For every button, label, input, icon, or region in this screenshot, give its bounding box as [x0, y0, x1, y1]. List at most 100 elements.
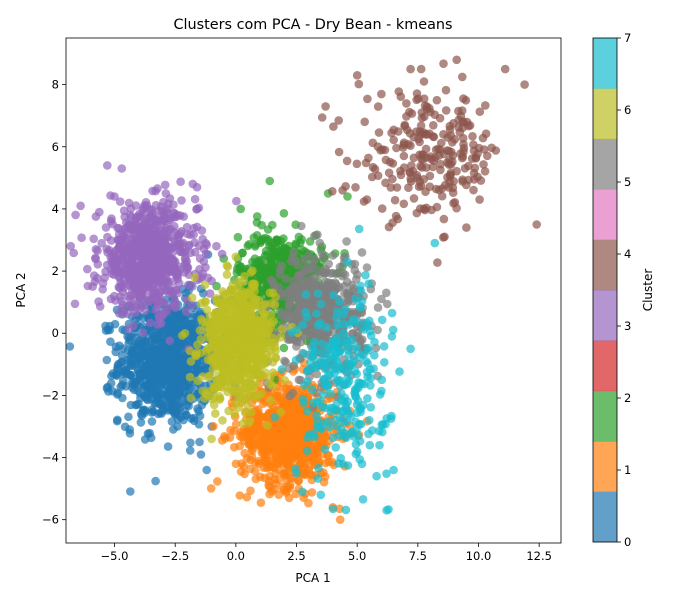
scatter-point: [409, 153, 419, 163]
scatter-point: [132, 218, 141, 228]
scatter-point: [163, 442, 173, 451]
scatter-point: [211, 409, 220, 418]
scatter-point: [261, 436, 271, 446]
scatter-point: [346, 360, 356, 370]
scatter-point: [417, 150, 427, 159]
scatter-point: [158, 339, 167, 349]
scatter-point: [224, 406, 233, 416]
y-tick-label: −6: [42, 513, 59, 527]
scatter-point: [207, 434, 216, 444]
scatter-point: [293, 446, 303, 455]
scatter-point: [315, 238, 325, 248]
scatter-point: [392, 183, 402, 192]
scatter-point: [207, 394, 217, 404]
scatter-point: [329, 122, 338, 131]
scatter-point: [332, 405, 341, 415]
scatter-point: [137, 343, 147, 353]
scatter-point: [252, 218, 262, 227]
scatter-point: [406, 141, 415, 150]
scatter-point: [274, 282, 284, 292]
scatter-point: [351, 183, 360, 192]
scatter-point: [209, 386, 218, 396]
scatter-point: [352, 159, 362, 169]
scatter-point: [265, 176, 275, 186]
scatter-point: [117, 351, 127, 360]
scatter-point: [189, 223, 199, 233]
scatter-point: [261, 368, 270, 377]
scatter-point: [287, 328, 297, 337]
scatter-point: [140, 218, 150, 227]
scatter-point: [148, 293, 158, 303]
scatter-point: [475, 107, 485, 116]
scatter-point: [253, 336, 263, 345]
scatter-point: [364, 153, 373, 163]
scatter-point: [399, 151, 409, 161]
scatter-point: [146, 433, 156, 443]
scatter-point: [141, 337, 150, 347]
y-tick-label: 6: [52, 140, 59, 154]
y-tick-label: −2: [42, 388, 59, 402]
colorbar-segment: [593, 189, 617, 240]
scatter-point: [363, 359, 373, 368]
scatter-point: [439, 59, 448, 68]
scatter-point: [258, 301, 268, 310]
scatter-point: [305, 414, 315, 423]
scatter-point: [316, 490, 326, 500]
scatter-point: [187, 300, 197, 310]
scatter-point: [462, 180, 471, 190]
x-tick-label: −2.5: [161, 549, 189, 563]
colorbar-tick-label: 5: [624, 175, 631, 189]
scatter-point: [355, 403, 365, 413]
scatter-point: [283, 421, 292, 431]
x-tick-label: 10.0: [466, 549, 492, 563]
scatter-point: [368, 138, 378, 148]
scatter-point: [367, 172, 377, 182]
scatter-point: [95, 302, 105, 311]
colorbar-segment: [593, 38, 617, 89]
scatter-point: [298, 487, 307, 497]
scatter-point: [116, 382, 125, 392]
scatter-point: [271, 429, 280, 439]
scatter-point: [351, 440, 361, 449]
scatter-point: [373, 303, 383, 312]
scatter-point: [124, 301, 134, 310]
scatter-point: [197, 226, 207, 235]
scatter-point: [117, 357, 126, 367]
scatter-point: [373, 325, 382, 335]
scatter-point: [384, 505, 393, 514]
scatter-point: [261, 329, 271, 339]
scatter-point: [308, 341, 318, 351]
scatter-point: [294, 375, 304, 385]
scatter-point: [263, 225, 273, 234]
scatter-point: [335, 515, 345, 524]
scatter-point: [114, 250, 123, 260]
scatter-point: [335, 262, 345, 272]
scatter-point: [365, 415, 374, 425]
scatter-point: [166, 260, 176, 270]
scatter-point: [406, 344, 415, 354]
scatter-point: [357, 459, 367, 469]
scatter-point: [223, 262, 233, 272]
scatter-point: [300, 349, 309, 359]
scatter-point: [227, 329, 236, 338]
scatter-point: [386, 183, 396, 192]
scatter-point: [266, 450, 276, 459]
scatter-point: [301, 290, 311, 299]
scatter-point: [265, 288, 275, 298]
scatter-point: [268, 357, 278, 367]
scatter-point: [164, 226, 173, 236]
scatter-point: [354, 318, 364, 327]
scatter-point: [138, 259, 148, 268]
scatter-point: [161, 189, 171, 198]
scatter-point: [168, 400, 178, 409]
x-axis-label: PCA 1: [295, 571, 330, 585]
scatter-point: [214, 324, 223, 333]
scatter-point: [313, 474, 323, 483]
scatter-point: [416, 161, 425, 171]
scatter-point: [377, 375, 387, 385]
scatter-point: [156, 319, 166, 328]
scatter-point: [227, 285, 236, 295]
scatter-point: [71, 210, 80, 220]
scatter-point: [221, 309, 231, 319]
scatter-point: [366, 381, 375, 390]
